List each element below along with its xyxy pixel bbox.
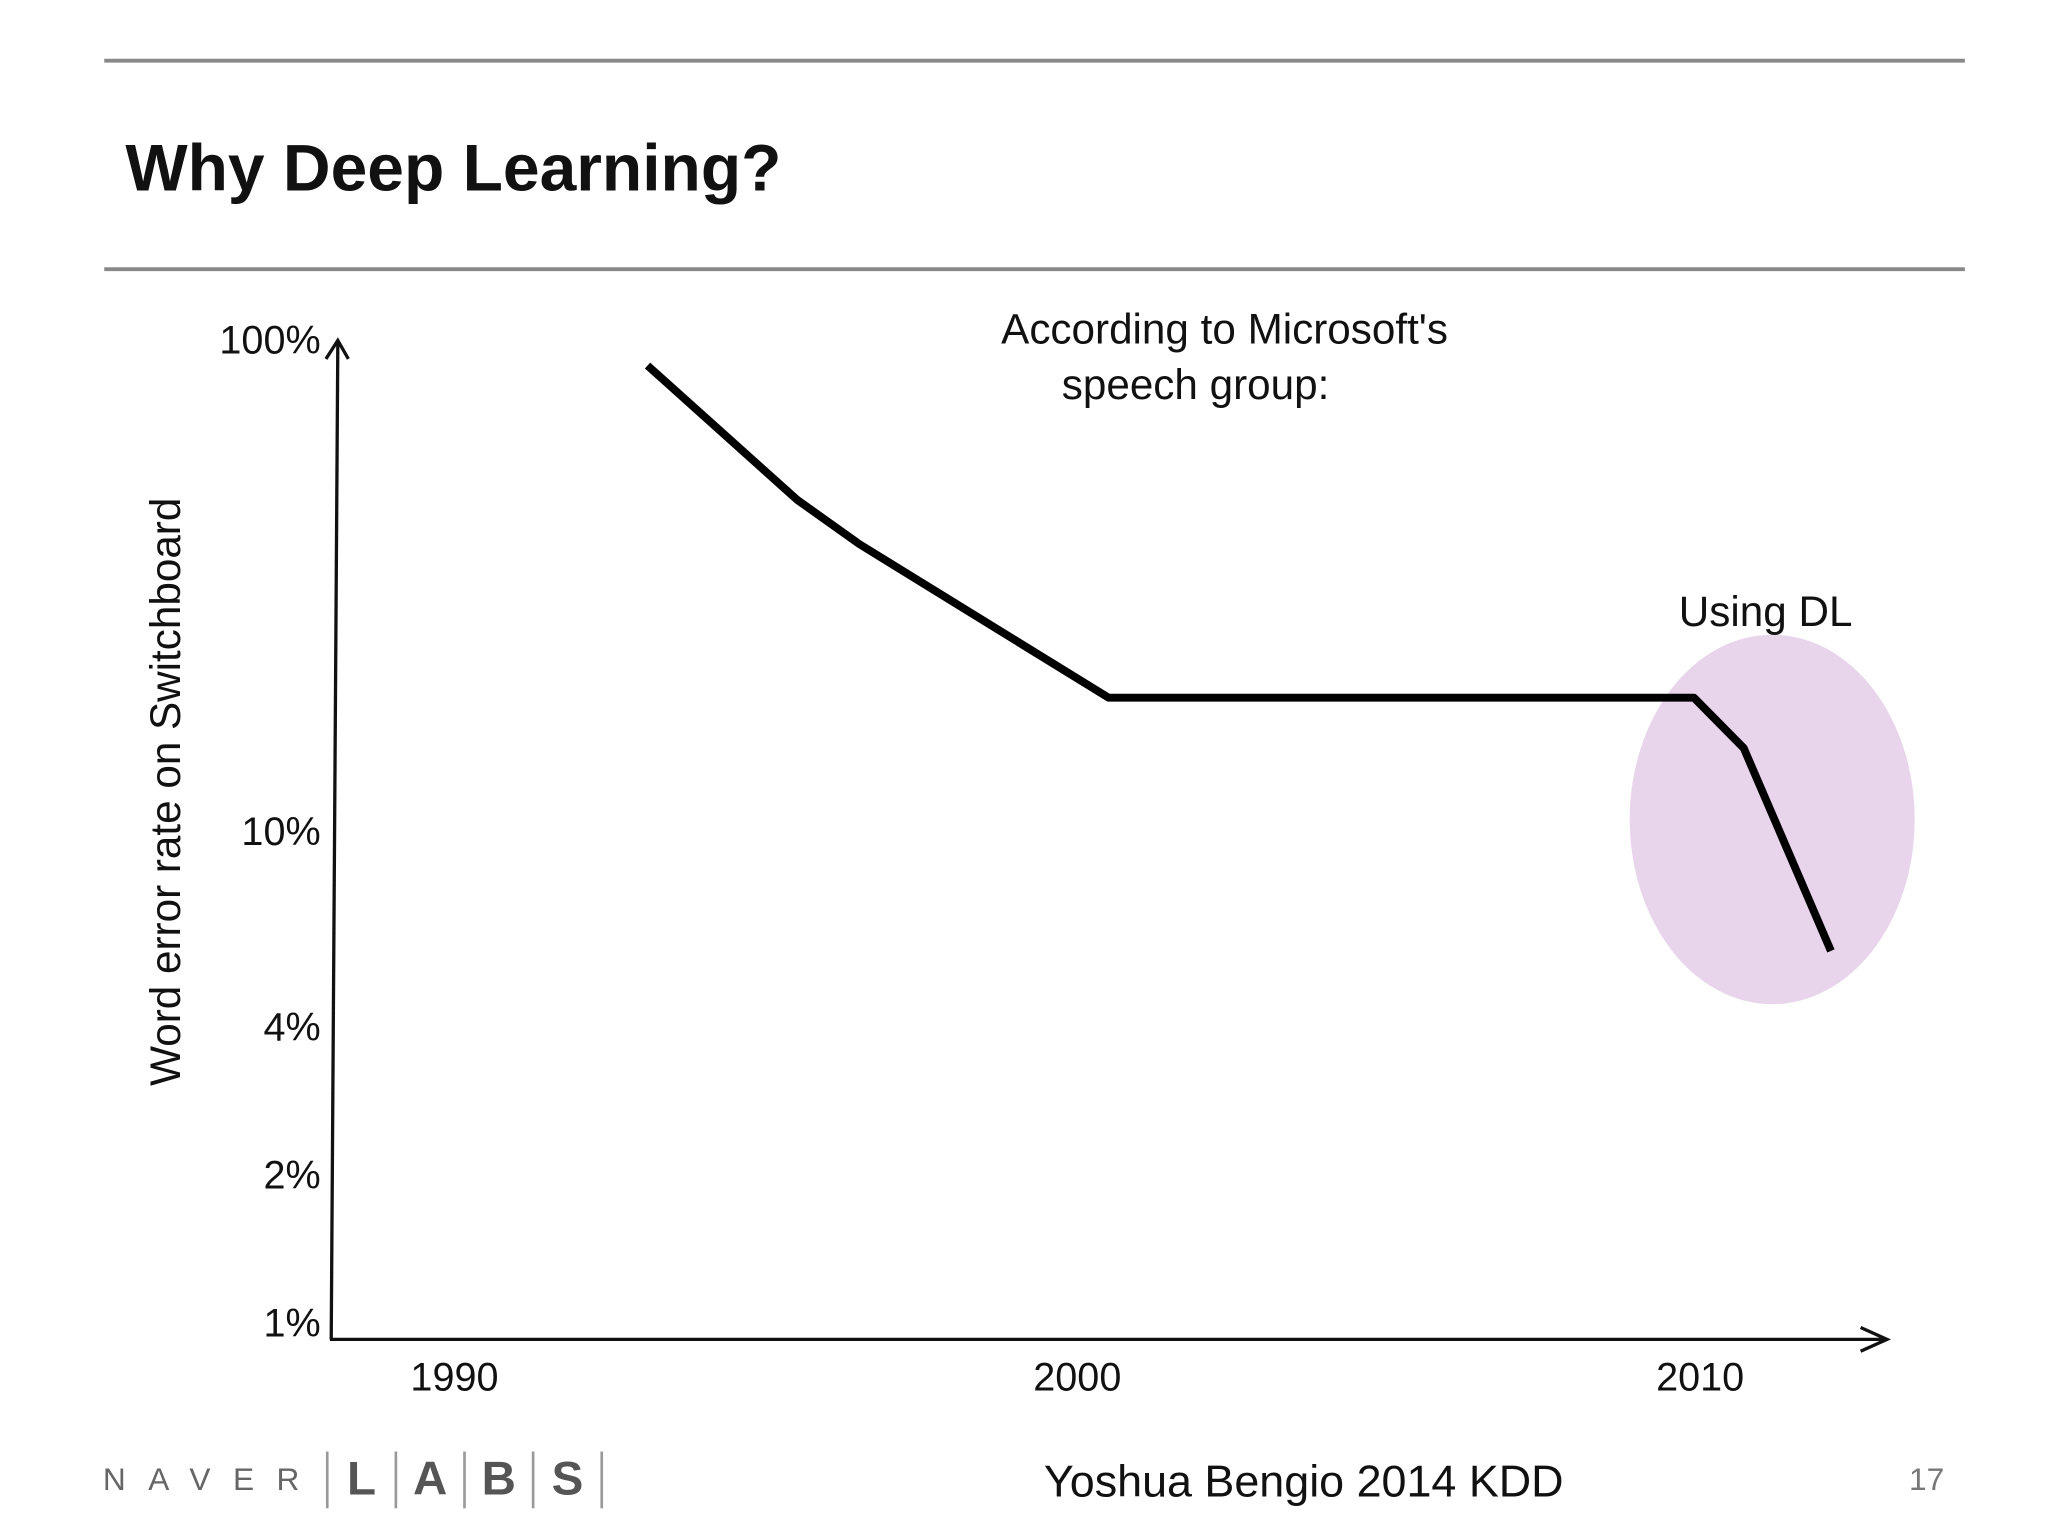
logo-letter: B: [482, 1452, 516, 1505]
logo-letter: A: [413, 1452, 447, 1505]
x-tick-label: 2010: [1656, 1356, 1744, 1400]
y-axis-label: Word error rate on Switchboard: [142, 498, 189, 1086]
y-tick-label: 4%: [263, 1006, 320, 1050]
logo-letter: L: [347, 1452, 376, 1505]
annotation: According to Microsoft's: [1001, 306, 1448, 353]
y-tick-label: 100%: [219, 319, 320, 363]
y-axis-arrow: [324, 337, 350, 360]
page-number: 17: [1909, 1461, 1944, 1497]
slide-title: Why Deep Learning?: [125, 130, 781, 204]
data-line: [644, 362, 1835, 953]
annotation: Using DL: [1679, 588, 1853, 635]
brand: NAVER: [103, 1461, 322, 1497]
x-tick-label: 2000: [1033, 1356, 1121, 1400]
x-axis-arrow: [1859, 1326, 1892, 1353]
y-axis: [329, 343, 340, 1340]
y-tick-label: 10%: [241, 810, 320, 854]
credit: Yoshua Bengio 2014 KDD: [1044, 1455, 1564, 1506]
y-tick-label: 2%: [263, 1154, 320, 1198]
x-tick-label: 1990: [410, 1356, 498, 1400]
y-tick-label: 1%: [263, 1302, 320, 1346]
annotation: speech group:: [1062, 361, 1330, 408]
logo-letter: S: [552, 1452, 584, 1505]
